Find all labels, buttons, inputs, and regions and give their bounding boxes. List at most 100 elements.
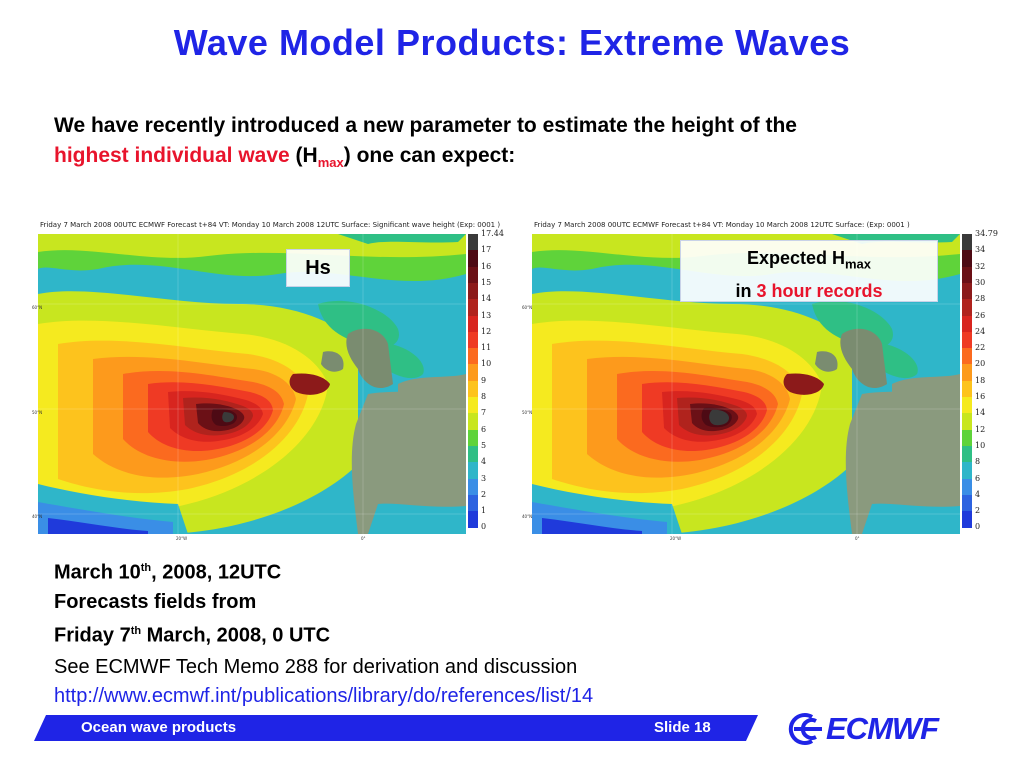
legend-swatch bbox=[468, 478, 478, 496]
legend-label: 34 bbox=[975, 245, 986, 255]
legend-label: 26 bbox=[975, 310, 986, 320]
legend-swatch bbox=[962, 397, 972, 414]
facts-line2: Forecasts fields from bbox=[54, 590, 257, 613]
hmax-label-prefix: in bbox=[735, 280, 757, 301]
legend-label: 4 bbox=[481, 457, 487, 467]
legend-swatch bbox=[962, 494, 972, 512]
legend-label: 24 bbox=[975, 326, 986, 336]
legend-swatch bbox=[468, 429, 478, 447]
legend-label: 10 bbox=[975, 440, 986, 450]
legend-swatch bbox=[468, 348, 478, 365]
legend-swatch bbox=[962, 282, 972, 300]
hs-map-caption: Friday 7 March 2008 00UTC ECMWF Forecast… bbox=[40, 221, 501, 229]
legend-label: 12 bbox=[481, 326, 492, 336]
legend-label: 11 bbox=[481, 343, 492, 353]
ecmwf-logo-icon bbox=[788, 713, 822, 745]
legend-swatch bbox=[962, 234, 972, 251]
legend-swatch bbox=[962, 462, 972, 479]
legend-label: 2 bbox=[481, 489, 487, 499]
legend-label: 6 bbox=[481, 424, 487, 434]
memo-link[interactable]: http://www.ecmwf.int/publications/librar… bbox=[54, 685, 594, 707]
legend-label: 1 bbox=[481, 506, 487, 516]
hs-map-image bbox=[38, 234, 466, 534]
legend-label: 30 bbox=[975, 277, 986, 287]
legend-swatch bbox=[468, 462, 478, 479]
legend-swatch bbox=[468, 397, 478, 414]
legend-label: 12 bbox=[975, 424, 986, 434]
intro-sub: max bbox=[317, 155, 344, 171]
legend-swatch bbox=[962, 413, 972, 431]
legend-swatch bbox=[962, 299, 972, 316]
legend-label: 17 bbox=[481, 245, 492, 255]
hs-label: Hs bbox=[286, 249, 350, 287]
legend-label: 32 bbox=[975, 261, 986, 271]
legend-label: 16 bbox=[975, 392, 986, 401]
footer-section-title: Ocean wave products bbox=[81, 719, 237, 736]
legend-label: 8 bbox=[975, 457, 981, 467]
legend-swatch bbox=[468, 380, 478, 398]
intro-line1: We have recently introduced a new parame… bbox=[54, 114, 797, 137]
legend-swatch bbox=[962, 511, 972, 528]
hmax-map-caption: Friday 7 March 2008 00UTC ECMWF Forecast… bbox=[534, 221, 910, 229]
slide-title: Wave Model Products: Extreme Waves bbox=[173, 22, 851, 63]
memo-text: See ECMWF Tech Memo 288 for derivation a… bbox=[54, 653, 593, 711]
legend-label: 14 bbox=[481, 294, 492, 304]
legend-swatch bbox=[468, 282, 478, 300]
legend-swatch bbox=[468, 413, 478, 431]
hmax-label: Expected Hmax in 3 hour records bbox=[680, 240, 938, 302]
legend-swatch bbox=[468, 315, 478, 333]
facts-line1-sup: th bbox=[140, 562, 152, 574]
intro-end: ) one can expect: bbox=[343, 144, 516, 167]
legend-swatch bbox=[468, 299, 478, 316]
slide-number: Slide 18 bbox=[654, 719, 711, 736]
legend-label: 2 bbox=[975, 506, 981, 516]
legend-swatch bbox=[468, 494, 478, 512]
legend-swatch bbox=[962, 331, 972, 349]
facts-line3-sup: th bbox=[130, 624, 142, 637]
legend-swatch bbox=[468, 250, 478, 268]
legend-label: 7 bbox=[481, 408, 487, 418]
legend-label: 20 bbox=[975, 359, 986, 369]
legend-swatch bbox=[962, 364, 972, 382]
lat-label: 50°N bbox=[32, 410, 43, 415]
legend-label: 10 bbox=[481, 359, 492, 369]
lon-label: 0° bbox=[855, 536, 860, 541]
forecast-facts: March 10th, 2008, 12UTC Forecasts fields… bbox=[54, 554, 330, 650]
hmax-label-line1: Expected H bbox=[746, 248, 845, 268]
legend-label: 17.44 bbox=[481, 229, 504, 238]
memo-sentence: See ECMWF Tech Memo 288 for derivation a… bbox=[54, 656, 578, 678]
legend-swatch bbox=[962, 315, 972, 333]
legend-label: 0 bbox=[975, 522, 981, 532]
legend-label: 4 bbox=[975, 489, 981, 499]
legend-label: 22 bbox=[975, 343, 986, 353]
legend-swatch bbox=[962, 445, 972, 463]
legend-label: 6 bbox=[975, 473, 981, 483]
legend-swatch bbox=[468, 445, 478, 463]
facts-line1-end: , 2008, 12UTC bbox=[151, 561, 282, 584]
legend-swatch bbox=[468, 364, 478, 382]
lat-label: 40°N bbox=[32, 514, 43, 519]
legend-label: 3 bbox=[481, 473, 487, 483]
legend-swatch bbox=[962, 380, 972, 398]
lon-label: 0° bbox=[361, 536, 366, 541]
legend-swatch bbox=[468, 234, 478, 251]
legend-swatch bbox=[468, 331, 478, 349]
lon-label: 20°W bbox=[176, 536, 188, 541]
intro-paren: (H bbox=[289, 144, 318, 167]
legend-swatch bbox=[962, 250, 972, 268]
footer-bar: Ocean wave products Slide 18 bbox=[34, 715, 758, 741]
ecmwf-logo-text: ECMWF bbox=[826, 711, 939, 746]
intro-highlight: highest individual wave bbox=[54, 144, 290, 167]
legend-swatch bbox=[962, 266, 972, 284]
legend-label: 14 bbox=[975, 408, 986, 418]
legend-swatch bbox=[468, 511, 478, 528]
legend-label: 15 bbox=[481, 277, 492, 287]
legend-swatch bbox=[962, 478, 972, 496]
legend-label: 34.79 bbox=[975, 229, 998, 238]
lat-label: 40°N bbox=[522, 514, 533, 519]
lat-label: 60°N bbox=[32, 305, 43, 310]
lat-label: 50°N bbox=[522, 410, 533, 415]
intro-text: We have recently introduced a new parame… bbox=[54, 111, 984, 178]
ecmwf-logo: ECMWF bbox=[786, 709, 939, 754]
facts-line3: Friday 7 bbox=[54, 624, 131, 647]
